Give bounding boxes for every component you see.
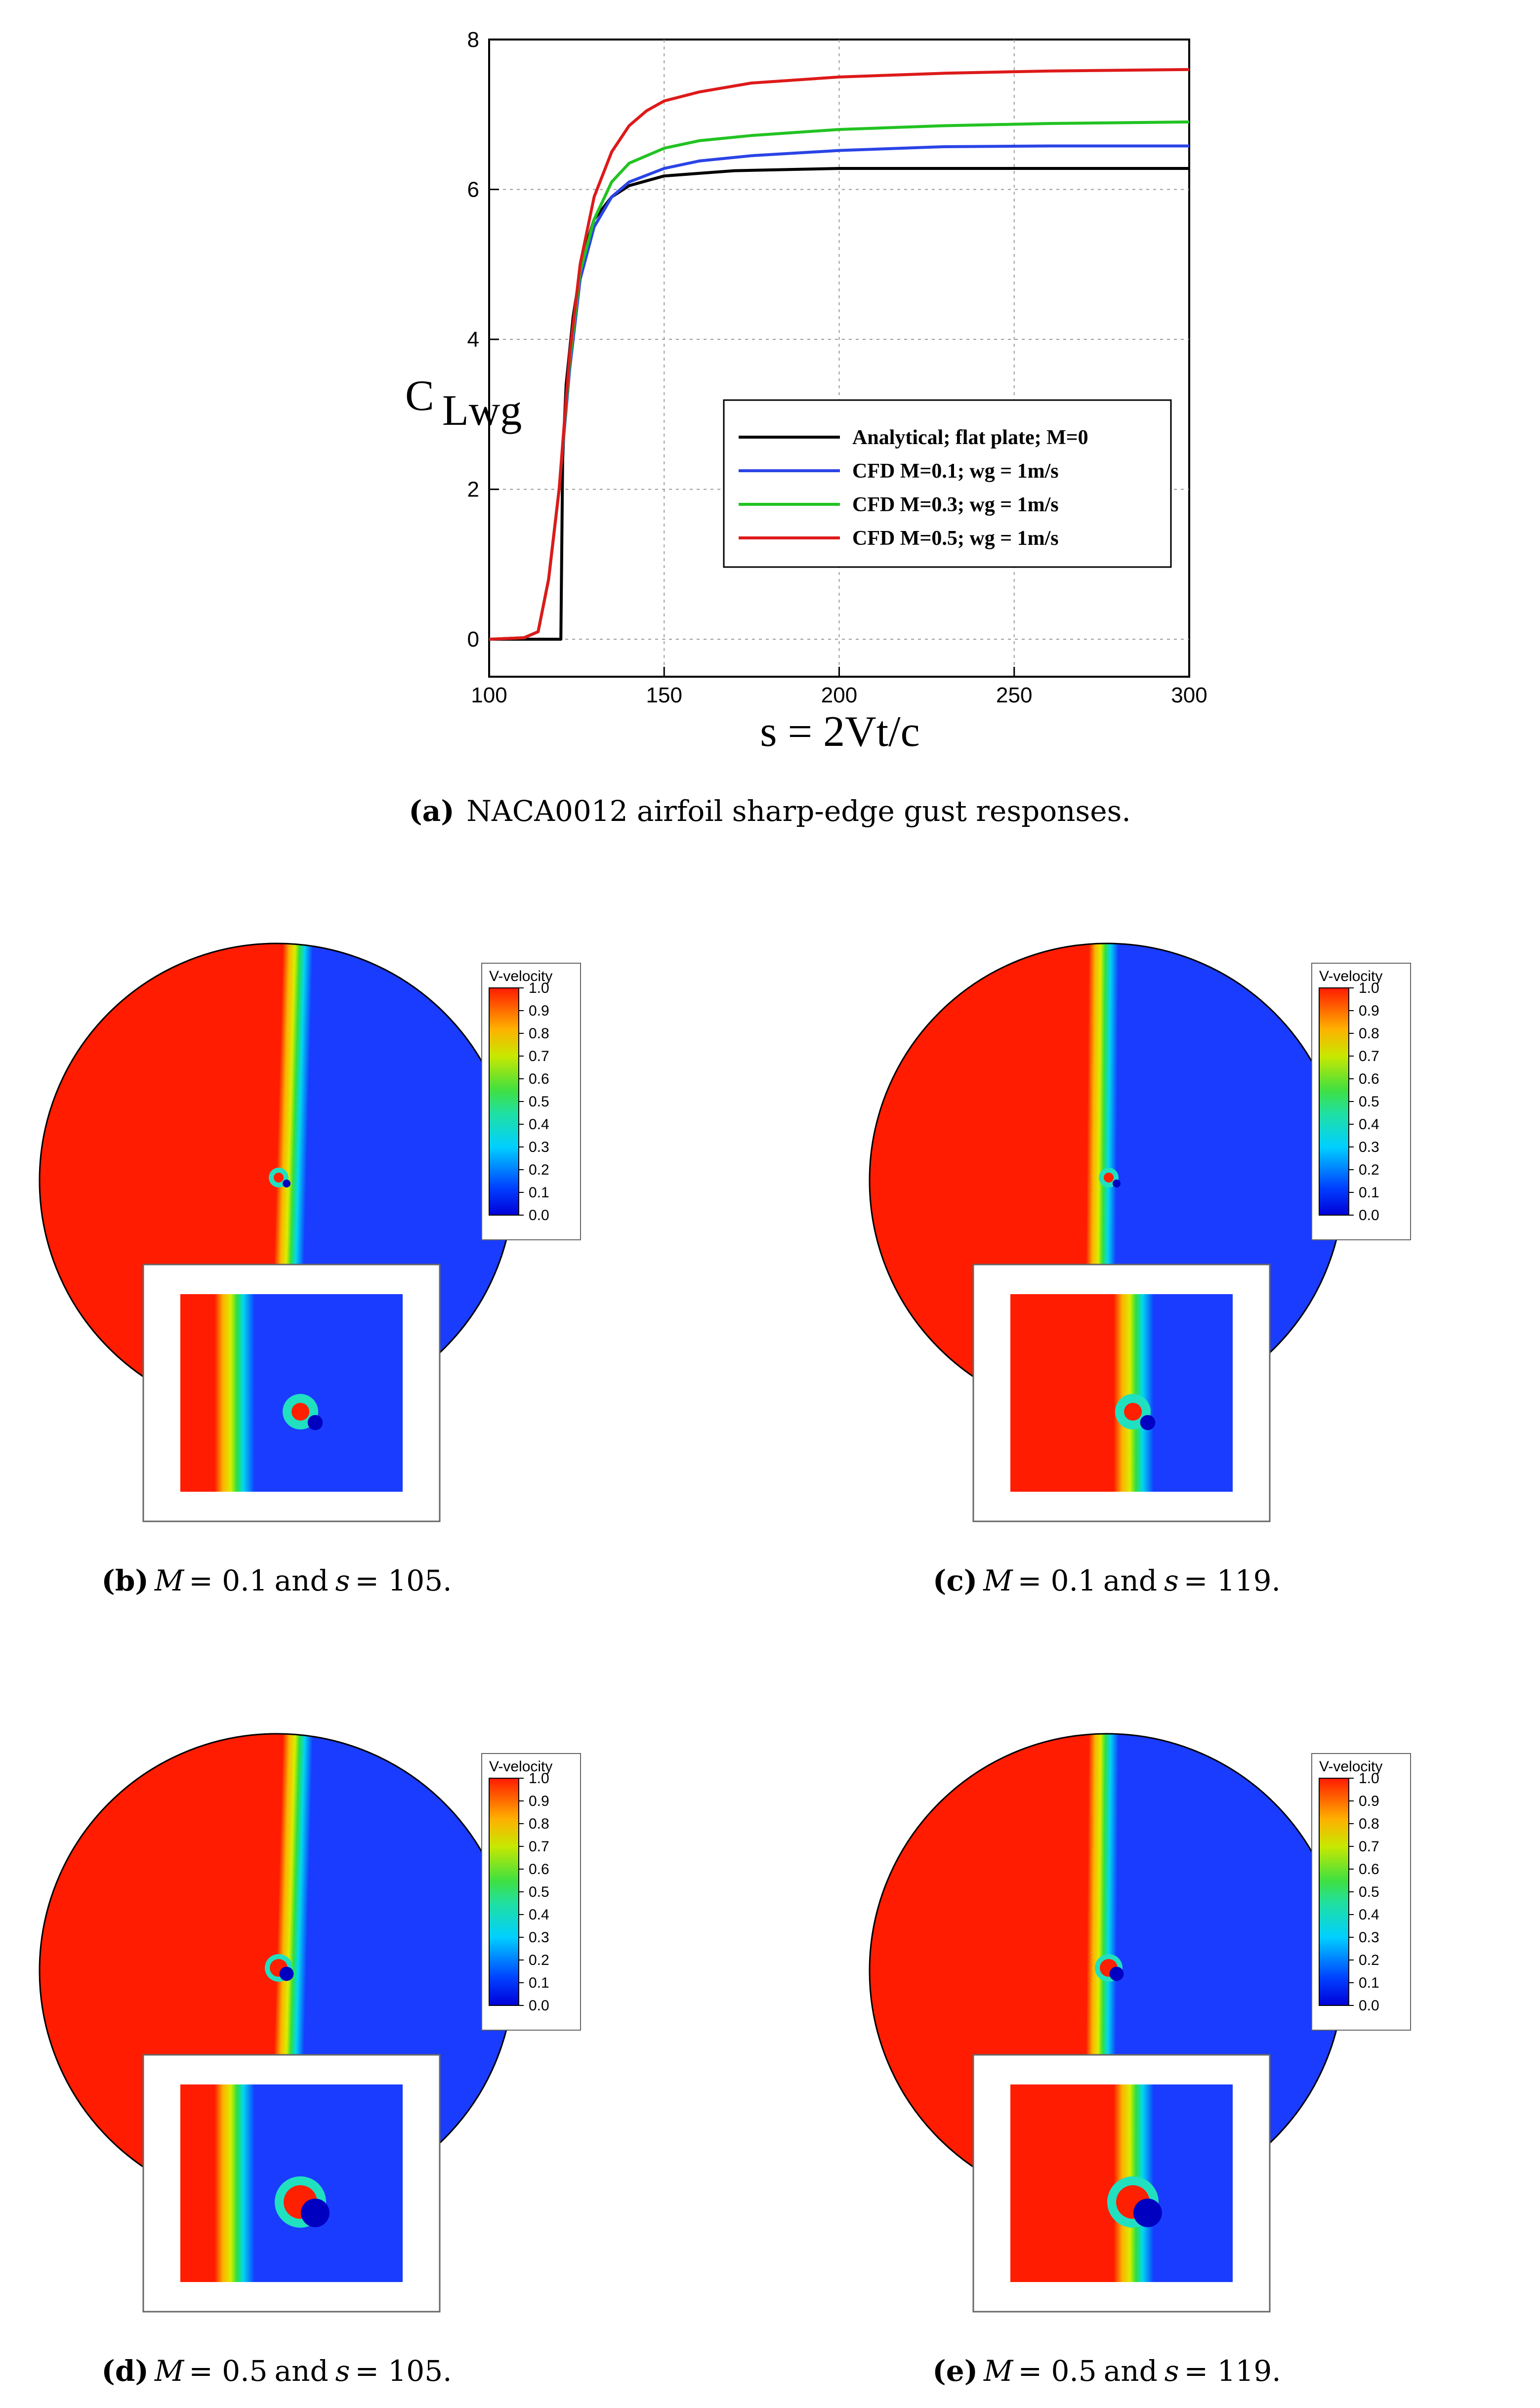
y-tick-label: 2 (467, 478, 479, 502)
panel-caption: (d) M = 0.5 and s = 105. (101, 2354, 452, 2388)
series-line-4 (489, 68, 1190, 641)
legend-entry: CFD M=0.3; wg = 1m/s (852, 493, 1059, 516)
colorbar-tick: 0.1 (529, 1184, 549, 1201)
colorbar-tick: 0.7 (1359, 1048, 1379, 1064)
colorbar-tick: 0.5 (529, 1094, 549, 1110)
x-tick-labels: 100 150 200 250 300 (471, 683, 1207, 707)
colorbar-tick: 0.5 (1359, 1884, 1379, 1900)
panel-caption: (c) M = 0.1 and s = 119. (933, 1564, 1281, 1597)
colorbar-tick: 0.6 (1359, 1071, 1379, 1087)
inset-zoom (972, 1264, 1271, 1522)
colorbar-title: V-velocity (489, 1758, 552, 1775)
y-axis-title: C Lwg (405, 372, 522, 435)
svg-text:C: C (405, 372, 434, 420)
colorbar-tick: 0.4 (1359, 1907, 1379, 1923)
colorbar-tick: 0.0 (1359, 1998, 1379, 2014)
x-tick-label: 250 (996, 683, 1032, 707)
colorbar-tick: 0.1 (1359, 1975, 1379, 1991)
colorbar-tick: 1.0 (529, 980, 549, 996)
colorbar-tick: 0.9 (529, 1793, 549, 1809)
y-tick-label: 8 (467, 28, 479, 52)
colorbar-tick: 0.7 (529, 1048, 549, 1064)
colorbar-title: V-velocity (1319, 1758, 1382, 1775)
colorbar-tick: 0.2 (529, 1162, 549, 1178)
colorbar-tick: 0.5 (529, 1884, 549, 1900)
colorbar-title: V-velocity (489, 968, 552, 984)
colorbar-tick: 0.9 (1359, 1793, 1379, 1809)
x-axis-title: s = 2Vt/c (760, 708, 919, 756)
colorbar-tick: 0.6 (1359, 1861, 1379, 1877)
colorbar-tick: 0.3 (1359, 1929, 1379, 1946)
series-layer (489, 68, 1190, 641)
legend-entry: Analytical; flat plate; M=0 (852, 426, 1088, 449)
inset-zoom (142, 2054, 441, 2313)
colorbar-tick: 0.9 (529, 1003, 549, 1019)
colorbar-tick: 0.2 (1359, 1162, 1379, 1178)
y-tick-label: 4 (467, 327, 479, 352)
legend: Analytical; flat plate; M=0 CFD M=0.1; wg… (723, 399, 1172, 568)
colorbar-tick: 1.0 (529, 1770, 549, 1787)
line-chart: 100 150 200 250 300 0 2 4 6 8 s = 2Vt/c C Lwg An… (405, 28, 1207, 756)
colorbar-tick: 0.1 (529, 1975, 549, 1991)
colorbar-tick: 0.9 (1359, 1003, 1379, 1019)
field-panels: V-velocity1.00.90.80.70.60.50.40.30.20.1… (39, 942, 1411, 2388)
panel-caption: (b) M = 0.1 and s = 105. (101, 1564, 452, 1597)
legend-entry: CFD M=0.5; wg = 1m/s (852, 527, 1059, 550)
x-tick-label: 300 (1171, 683, 1207, 707)
x-tick-label: 200 (821, 683, 857, 707)
panel-caption: (e) M = 0.5 and s = 119. (932, 2354, 1281, 2388)
caption-a: (a) NACA0012 airfoil sharp-edge gust res… (409, 794, 1131, 828)
colorbar-tick: 0.5 (1359, 1094, 1379, 1110)
inset-zoom (142, 1264, 441, 1522)
colorbar-tick: 0.8 (529, 1025, 549, 1042)
colorbar-tick: 0.3 (1359, 1139, 1379, 1155)
colorbar-tick: 0.6 (529, 1071, 549, 1087)
colorbar-tick: 0.7 (529, 1838, 549, 1855)
x-tick-label: 150 (646, 683, 682, 707)
y-tick-label: 6 (467, 178, 479, 202)
colorbar-tick: 0.1 (1359, 1184, 1379, 1201)
legend-entry: CFD M=0.1; wg = 1m/s (852, 460, 1059, 483)
colorbar-tick: 0.8 (529, 1816, 549, 1832)
colorbar-tick: 0.8 (1359, 1025, 1379, 1042)
colorbar-title: V-velocity (1319, 968, 1382, 984)
x-tick-label: 100 (471, 683, 507, 707)
colorbar-tick: 0.4 (1359, 1116, 1379, 1133)
colorbar-tick: 0.8 (1359, 1816, 1379, 1832)
colorbar-tick: 0.3 (529, 1139, 549, 1155)
colorbar-tick: 0.4 (529, 1907, 549, 1923)
svg-text:Lwg: Lwg (442, 387, 522, 435)
colorbar-tick: 0.6 (529, 1861, 549, 1877)
colorbar-tick: 0.0 (529, 1998, 549, 2014)
colorbar-tick: 0.4 (529, 1116, 549, 1133)
colorbar-tick: 0.0 (529, 1207, 549, 1224)
colorbar-tick: 0.2 (1359, 1952, 1379, 1968)
colorbar-tick: 0.7 (1359, 1838, 1379, 1855)
colorbar-tick: 0.3 (529, 1929, 549, 1946)
y-tick-labels: 0 2 4 6 8 (467, 28, 479, 652)
colorbar-tick: 1.0 (1359, 980, 1379, 996)
colorbar-tick: 1.0 (1359, 1770, 1379, 1787)
y-tick-label: 0 (467, 627, 479, 652)
colorbar-tick: 0.0 (1359, 1207, 1379, 1224)
inset-zoom (972, 2054, 1271, 2313)
colorbar-tick: 0.2 (529, 1952, 549, 1968)
